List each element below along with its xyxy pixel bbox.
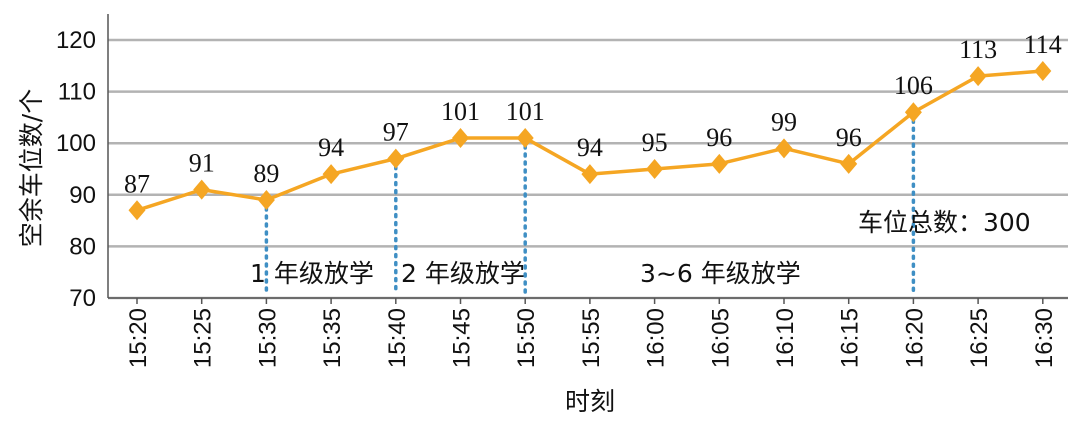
- data-label: 106: [894, 71, 933, 100]
- data-point: [1034, 60, 1052, 81]
- data-point: [516, 128, 534, 149]
- data-label: 99: [771, 107, 797, 136]
- x-tick-label: 16:10: [772, 308, 799, 368]
- data-label: 101: [441, 97, 480, 126]
- data-label: 91: [189, 149, 215, 178]
- event-label: 2 年级放学: [401, 259, 525, 288]
- data-label: 94: [577, 133, 603, 162]
- data-label: 89: [253, 159, 279, 188]
- y-tick-label: 90: [69, 182, 96, 209]
- data-label: 96: [836, 123, 862, 152]
- data-point: [257, 189, 275, 210]
- data-label: 96: [706, 123, 732, 152]
- data-point: [840, 153, 858, 174]
- x-tick-label: 16:20: [901, 308, 928, 368]
- x-axis: 15:20 15:25 15:30 15:35 15:40 15:45 15:50 15:55…: [108, 297, 1068, 368]
- event-label: 1 年级放学: [250, 259, 374, 288]
- x-tick-label: 15:45: [449, 308, 476, 368]
- data-label: 101: [506, 97, 545, 126]
- y-axis-title: 空余车位数/个: [17, 89, 46, 247]
- y-tick-label: 70: [69, 285, 96, 312]
- data-point: [193, 179, 211, 200]
- x-tick-label: 16:00: [643, 308, 670, 368]
- data-points: [128, 60, 1052, 221]
- data-point: [322, 164, 340, 185]
- data-point: [128, 200, 146, 221]
- x-tick-label: 15:25: [190, 308, 217, 368]
- data-labels: 87 91 89 94 97 101 101 94 95 96 99 96 106 113 114: [124, 30, 1062, 198]
- data-point: [452, 128, 469, 149]
- x-axis-title: 时刻: [565, 387, 615, 416]
- data-label: 94: [318, 133, 344, 162]
- x-tick-label: 15:50: [513, 308, 540, 368]
- total-spaces-note: 车位总数：300: [858, 208, 1031, 237]
- data-point: [581, 164, 599, 185]
- y-tick-label: 110: [58, 79, 96, 106]
- data-point: [775, 138, 793, 159]
- event-marker-lines: [264, 118, 916, 296]
- data-point: [710, 153, 728, 174]
- y-tick-label: 80: [69, 233, 96, 260]
- data-point: [969, 66, 987, 87]
- y-tick-label: 100: [56, 130, 96, 157]
- x-tick-label: 16:30: [1031, 308, 1058, 368]
- data-point: [646, 159, 664, 179]
- annotations: 1 年级放学 2 年级放学 3~6 年级放学: [250, 259, 801, 288]
- data-point: [387, 148, 405, 169]
- data-point: [904, 102, 922, 123]
- data-label: 97: [383, 118, 409, 147]
- x-tick-label: 15:20: [125, 308, 152, 368]
- x-tick-label: 15:30: [254, 308, 281, 368]
- x-tick-label: 16:15: [837, 308, 864, 368]
- event-label: 3~6 年级放学: [640, 259, 801, 288]
- y-axis: 70 80 90 100 110 120: [56, 14, 109, 312]
- y-tick-label: 120: [56, 27, 96, 54]
- x-tick-label: 15:55: [578, 308, 605, 368]
- x-tick-label: 15:40: [384, 308, 411, 368]
- x-tick-label: 16:25: [966, 308, 993, 368]
- data-label: 113: [959, 35, 997, 64]
- data-label: 114: [1024, 30, 1062, 59]
- x-tick-label: 16:05: [707, 308, 734, 368]
- data-label: 95: [642, 128, 668, 157]
- x-tick-label: 15:35: [319, 308, 346, 368]
- data-label: 87: [124, 169, 150, 198]
